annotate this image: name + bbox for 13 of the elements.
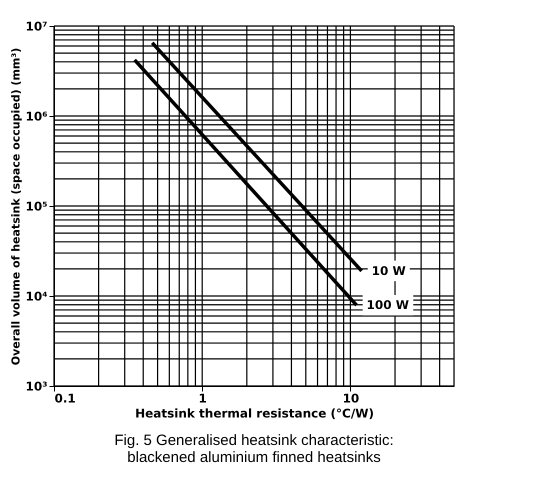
- series-label: 100 W: [366, 298, 410, 312]
- y-tick-label: 10⁶: [26, 110, 48, 124]
- text: Fig. 5 Generalised heatsink characteristic: blackened aluminium finned heatsinks: [114, 432, 394, 466]
- y-tick-label: 10⁷: [26, 20, 48, 34]
- y-tick-label: 10⁴: [26, 290, 48, 304]
- y-tick-label: 10³: [26, 380, 48, 394]
- series-label: 10 W: [372, 264, 406, 278]
- x-tick-label: 0.1: [54, 392, 76, 406]
- x-tick-label: 1: [198, 392, 207, 406]
- x-tick-label: 10: [342, 392, 360, 406]
- y-axis-title: Overall volume of heatsink (space occupied) (mm³): [10, 48, 23, 366]
- x-axis-title: Heatsink thermal resistance (°C/W): [135, 406, 374, 420]
- y-tick-label: 10⁵: [26, 200, 48, 214]
